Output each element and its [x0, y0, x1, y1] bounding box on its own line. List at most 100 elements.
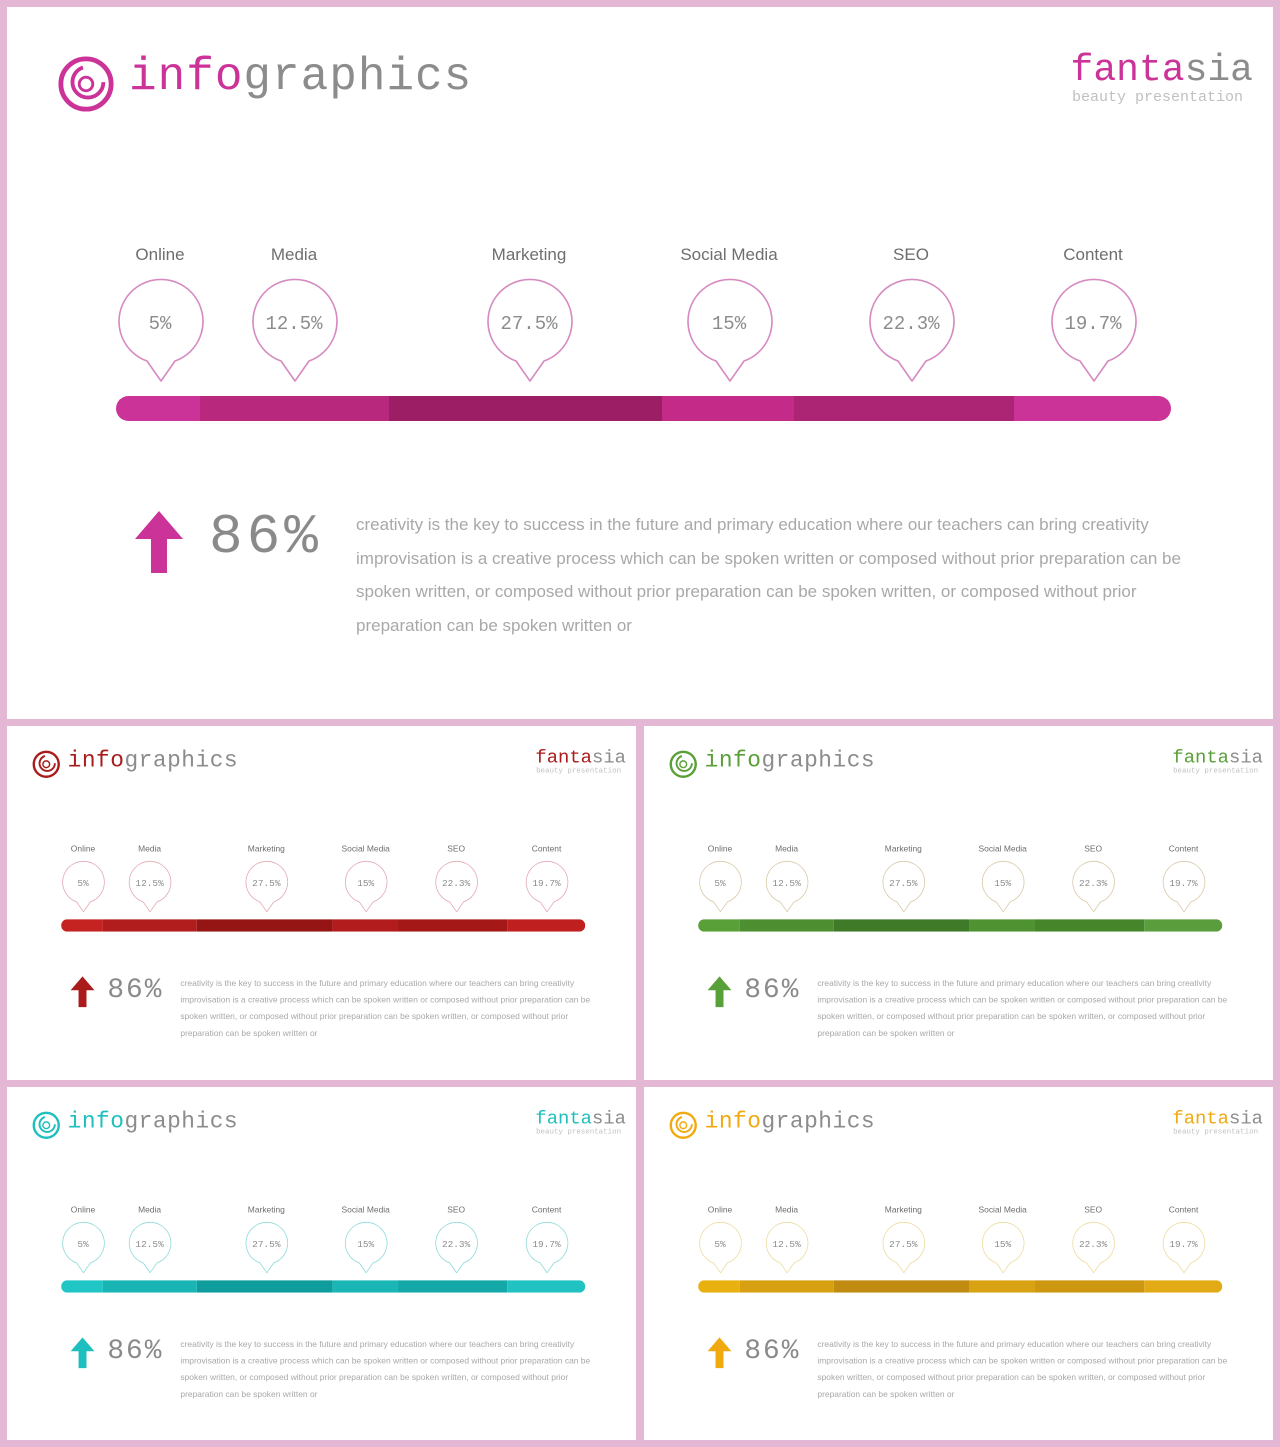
pin-icon [882, 1222, 926, 1274]
marker-social-media: Social Media 15% [333, 844, 398, 913]
pin-icon [1162, 1222, 1206, 1274]
pin-icon [1072, 1222, 1115, 1274]
marker-online: Online 5% [95, 245, 225, 382]
pin-icon [765, 1222, 809, 1274]
bar-segment-online [61, 919, 104, 932]
title-accent: info [704, 747, 762, 774]
pin-icon [62, 1222, 105, 1274]
pin-icon [882, 861, 926, 913]
marker-value: 22.3% [441, 878, 471, 889]
pin-icon [435, 861, 478, 913]
marker-marketing: Marketing 27.5% [234, 1205, 299, 1274]
spiral-logo-icon [32, 750, 60, 778]
description-text: creativity is the key to success in the … [817, 1339, 1228, 1399]
marker-social-media: Social Media 15% [970, 1205, 1035, 1274]
bar-segment-seo [1035, 1280, 1145, 1293]
marker-seo: SEO 22.3% [424, 1205, 489, 1274]
marker-media: Media 12.5% [229, 245, 359, 382]
pin-icon [981, 1222, 1025, 1274]
description-text: creativity is the key to success in the … [817, 978, 1228, 1038]
slide-pink[interactable]: infographics fantasia beauty presentatio… [7, 7, 1273, 719]
marker-seo: SEO 22.3% [1061, 844, 1126, 913]
brand-subtitle: beauty presentation [1071, 89, 1243, 106]
marker-value: 5% [714, 878, 726, 889]
marker-label: Online [135, 245, 185, 264]
marker-online: Online 5% [51, 1205, 116, 1274]
marker-label: Marketing [884, 844, 922, 854]
pin-icon [128, 861, 172, 913]
pin-icon [765, 861, 809, 913]
title-rest: graphics [124, 1108, 239, 1135]
marker-label: Content [531, 1205, 562, 1215]
marker-label: Online [70, 1205, 96, 1215]
bar-segment-online [698, 919, 741, 932]
bar-segment-media [103, 1280, 197, 1293]
marker-online: Online 5% [688, 1205, 753, 1274]
marker-media: Media 12.5% [754, 1205, 819, 1274]
marker-label: Marketing [247, 844, 285, 854]
slide-canvas: infographics fantasia beauty presentatio… [7, 7, 1273, 719]
marker-marketing: Marketing 27.5% [871, 844, 936, 913]
title-accent: info [67, 1108, 125, 1135]
slide-canvas: infographics fantasia beauty presentatio… [644, 726, 1273, 1080]
up-arrow-icon [135, 511, 183, 573]
slide-title: infographics [68, 748, 239, 774]
marker-label: Online [707, 844, 733, 854]
marker-label: Social Media [341, 1205, 390, 1215]
marker-label: Social Media [978, 844, 1027, 854]
bar-segment-seo [398, 1280, 508, 1293]
title-rest: graphics [761, 1108, 876, 1135]
slide-canvas: infographics fantasia beauty presentatio… [7, 1087, 636, 1440]
bar-segment-media [103, 919, 197, 932]
brand-subtitle: beauty presentation [536, 766, 622, 776]
growth-percentage: 86% [107, 973, 164, 1006]
description-text: creativity is the key to success in the … [180, 1339, 591, 1399]
pin-icon [1162, 861, 1206, 913]
marker-label: SEO [447, 844, 466, 854]
title-accent: info [129, 51, 244, 103]
marker-label: Media [138, 1205, 162, 1215]
bar-segment-content [1144, 919, 1223, 932]
bar-segment-content [507, 919, 586, 932]
pin-icon [128, 1222, 172, 1274]
marker-value: 5% [714, 1239, 726, 1250]
marker-label: Social Media [680, 245, 778, 264]
growth-percentage: 86% [744, 973, 801, 1006]
up-arrow-icon [70, 1337, 95, 1369]
marker-label: SEO [1084, 1205, 1103, 1215]
marker-media: Media 12.5% [117, 1205, 182, 1274]
marker-label: Media [775, 844, 799, 854]
slide-teal[interactable]: infographics fantasia beauty presentatio… [7, 1087, 636, 1440]
slide-title: infographics [705, 748, 876, 774]
brand-rest: sia [592, 746, 627, 769]
slide-red[interactable]: infographics fantasia beauty presentatio… [7, 726, 636, 1080]
marker-value: 12.5% [772, 878, 801, 889]
pin-icon [525, 1222, 569, 1274]
slide-title: infographics [705, 1109, 876, 1135]
bar-segment-social-media [332, 919, 399, 932]
marker-label: Content [1063, 245, 1123, 264]
growth-percentage: 86% [744, 1334, 801, 1367]
pin-icon [699, 1222, 742, 1274]
brand-rest: sia [1229, 746, 1264, 769]
bar-segment-marketing [833, 919, 970, 932]
marker-value: 5% [148, 313, 172, 335]
pin-icon [62, 861, 105, 913]
marker-social-media: Social Media 15% [333, 1205, 398, 1274]
marker-value: 27.5% [500, 313, 558, 335]
marker-marketing: Marketing 27.5% [871, 1205, 936, 1274]
marker-value: 19.7% [1169, 1239, 1198, 1250]
slide-canvas: infographics fantasia beauty presentatio… [644, 1087, 1273, 1440]
bar-segment-marketing [833, 1280, 970, 1293]
marker-content: Content 19.7% [514, 1205, 579, 1274]
segmented-progress-bar [116, 396, 1171, 421]
marker-value: 22.3% [882, 313, 940, 335]
marker-value: 5% [77, 1239, 89, 1250]
marker-seo: SEO 22.3% [424, 844, 489, 913]
marker-value: 22.3% [441, 1239, 471, 1250]
slide-yellow[interactable]: infographics fantasia beauty presentatio… [644, 1087, 1273, 1440]
slide-green[interactable]: infographics fantasia beauty presentatio… [644, 726, 1273, 1080]
pin-icon [699, 861, 742, 913]
marker-content: Content 19.7% [1151, 1205, 1216, 1274]
brand-accent: fanta [1070, 49, 1185, 92]
